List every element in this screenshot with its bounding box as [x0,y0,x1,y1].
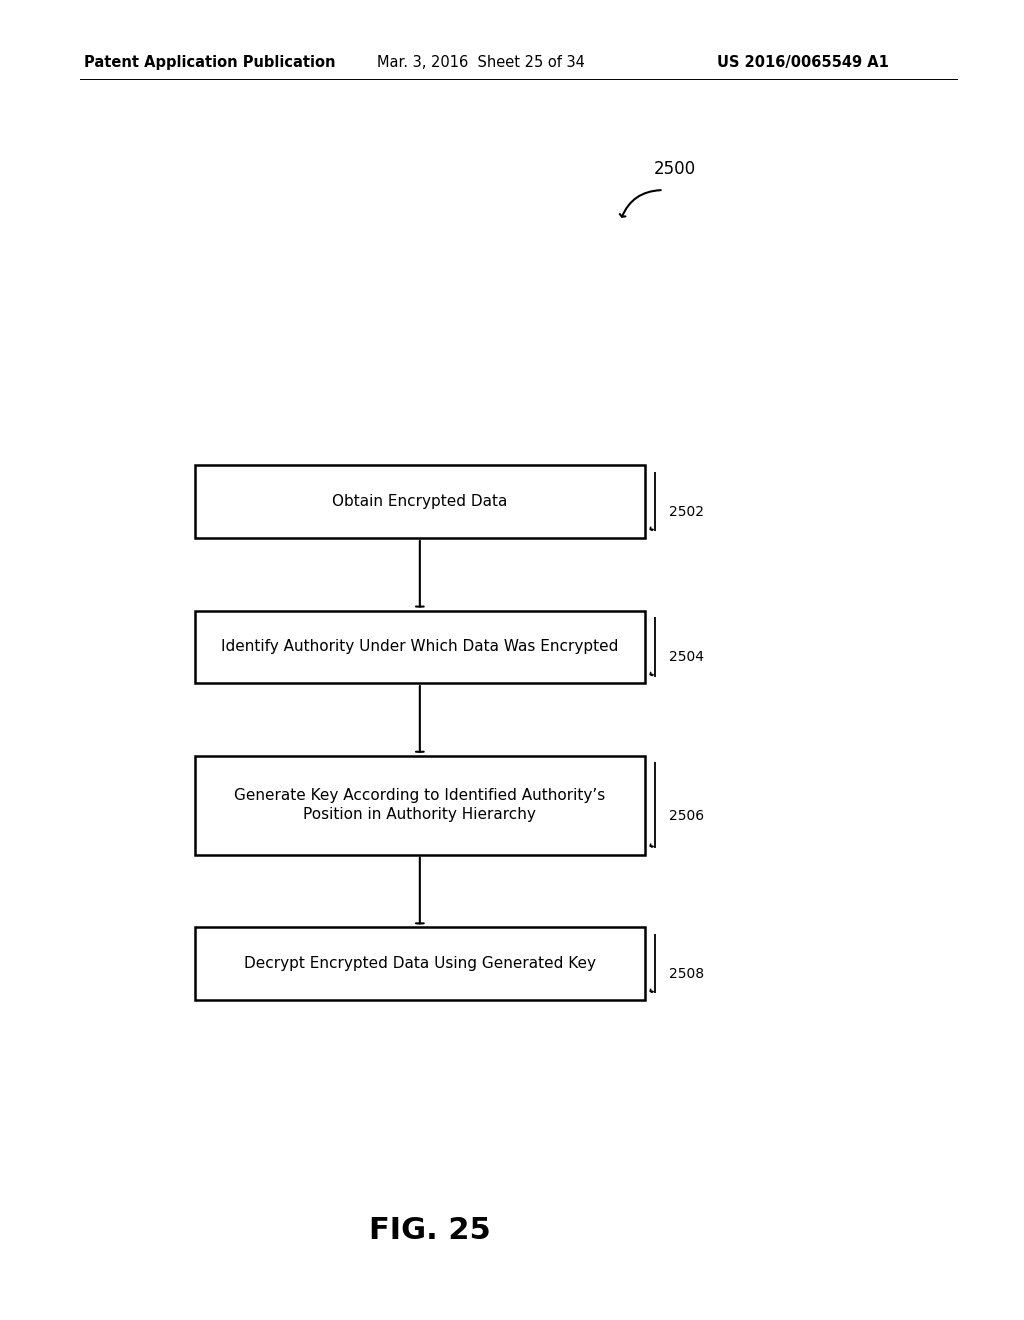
Text: US 2016/0065549 A1: US 2016/0065549 A1 [717,55,889,70]
Text: 2508: 2508 [669,968,703,981]
Text: Obtain Encrypted Data: Obtain Encrypted Data [332,494,508,510]
Text: 2502: 2502 [669,506,703,519]
Text: 2500: 2500 [653,160,695,178]
Text: FIG. 25: FIG. 25 [370,1216,490,1245]
Text: Patent Application Publication: Patent Application Publication [84,55,336,70]
FancyBboxPatch shape [195,465,645,539]
Text: 2504: 2504 [669,651,703,664]
Text: Decrypt Encrypted Data Using Generated Key: Decrypt Encrypted Data Using Generated K… [244,956,596,972]
Text: 2506: 2506 [669,809,703,822]
Text: Identify Authority Under Which Data Was Encrypted: Identify Authority Under Which Data Was … [221,639,618,655]
Text: Mar. 3, 2016  Sheet 25 of 34: Mar. 3, 2016 Sheet 25 of 34 [377,55,585,70]
FancyBboxPatch shape [195,927,645,1001]
Text: Generate Key According to Identified Authority’s
Position in Authority Hierarchy: Generate Key According to Identified Aut… [234,788,605,822]
FancyBboxPatch shape [195,610,645,684]
FancyBboxPatch shape [195,755,645,855]
